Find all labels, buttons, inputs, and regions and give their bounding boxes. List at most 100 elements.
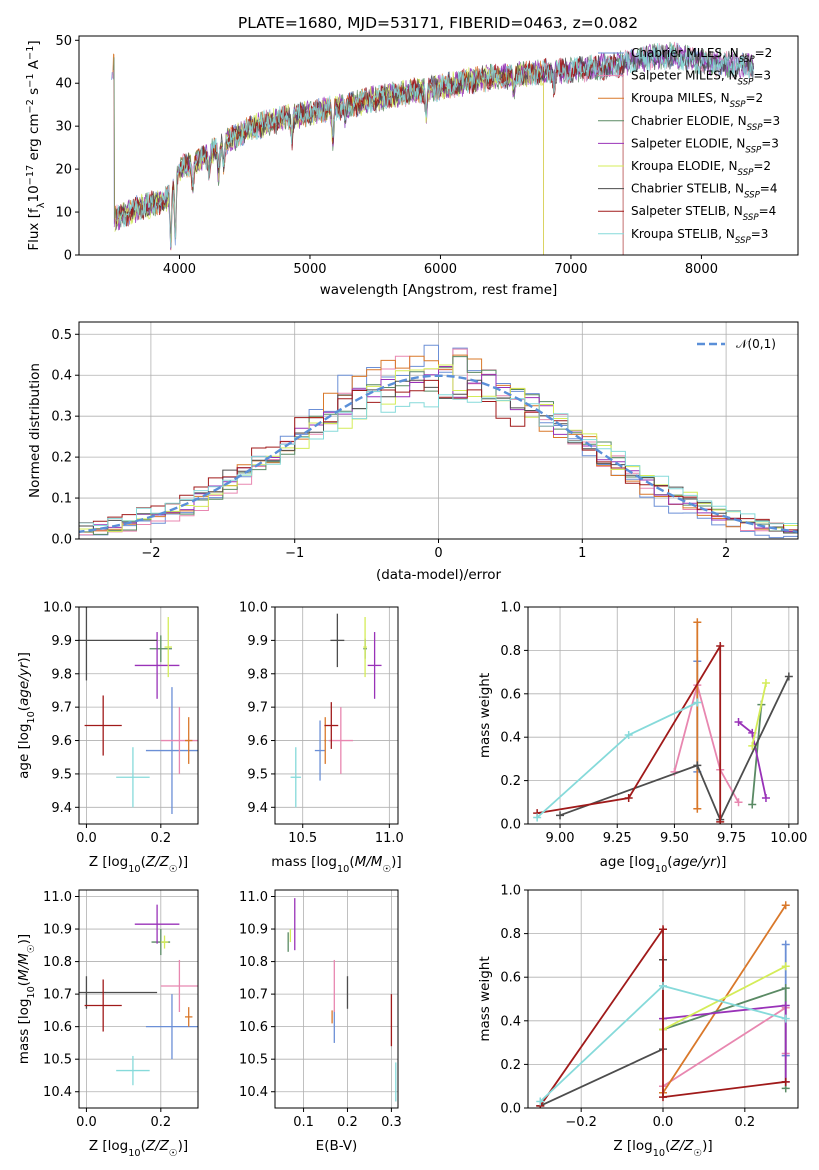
y-tick-label: 0 <box>64 249 72 264</box>
axes-weight_vs_Z: −0.2 0.0 0.2 0.0 0.2 0.4 0.6 0.8 1.0 Z [log10(Z/Z… <box>477 884 799 1159</box>
x-tick-label: 0 <box>434 546 442 561</box>
x-axis-label: Z [log10(Z/Z☉)] <box>613 1138 712 1159</box>
x-axis-label: Z [log10(Z/Z☉)] <box>89 1138 188 1159</box>
weight-marker-krou_elodie <box>781 962 790 971</box>
weight-marker-chab_stelib <box>784 672 793 681</box>
weight-marker-salp_stelib <box>624 793 633 802</box>
weight-marker-salp_elodie <box>734 718 743 727</box>
y-tick-label: 9.6 <box>247 734 268 749</box>
legend: 𝒩(0,1) <box>697 337 776 351</box>
y-axis-label: Flux [fλ10−17 erg cm−2 s−1 A−1] <box>25 40 47 250</box>
y-tick-label: 1.0 <box>500 601 521 616</box>
y-tick-label: 0.8 <box>500 644 521 659</box>
weight-line-krou_elodie <box>751 682 767 747</box>
y-tick-label: 10.4 <box>239 1085 268 1100</box>
x-tick-label: 0.0 <box>76 831 97 846</box>
axes-residuals: −2 −1 0 1 2 0.0 0.1 0.2 0.3 0.4 0.5 (data-model)/er… <box>27 321 799 583</box>
errorbar-salp_miles <box>328 707 353 774</box>
errorbar-krou_stelib <box>290 747 301 808</box>
x-tick-label: 2 <box>722 546 730 561</box>
errorbar-krou_miles <box>184 717 193 764</box>
legend-entry-salp_stelib: Salpeter STELIB, NSSP=4 <box>631 204 776 223</box>
weight-marker-chab_stelib <box>693 761 702 770</box>
weight-marker-salp_stelib <box>716 817 725 824</box>
y-tick-label: 0.1 <box>51 492 72 507</box>
y-tick-label: 10.8 <box>43 955 72 970</box>
plot-area-spectrum <box>111 41 754 255</box>
x-tick-label: −2 <box>141 546 160 561</box>
x-axis-label: wavelength [Angstrom, rest frame] <box>320 282 558 298</box>
weight-marker-krou_stelib <box>624 731 633 740</box>
x-tick-label: 0.2 <box>337 1115 358 1130</box>
figure-title: PLATE=1680, MJD=53171, FIBERID=0463, z=0… <box>238 14 638 32</box>
y-axis-label: mass weight <box>477 956 493 1041</box>
y-axis-label: mass [log10(M/M☉)] <box>16 934 37 1064</box>
spectrum-line-krou_stelib <box>116 42 754 248</box>
y-tick-label: 9.4 <box>51 801 72 816</box>
y-tick-label: 10.6 <box>239 1020 268 1035</box>
y-tick-label: 11.0 <box>43 890 72 905</box>
y-axis-label: mass weight <box>477 673 493 758</box>
y-tick-label: 10.6 <box>43 1020 72 1035</box>
errorbar-chab_stelib <box>79 976 158 1009</box>
errorbar-krou_miles <box>324 717 327 764</box>
x-tick-label: 10.00 <box>770 831 807 846</box>
weight-marker-krou_stelib <box>781 1014 790 1023</box>
weight-line-krou_miles <box>662 904 787 1094</box>
y-tick-label: 10.7 <box>43 988 72 1003</box>
plot-area-mass_vs_Z <box>79 904 198 1086</box>
weight-marker-salp_stelib <box>659 925 667 934</box>
errorbar-salp_miles <box>160 959 198 1013</box>
plot-area-mass_vs_ebv <box>287 898 397 1102</box>
y-tick-label: 50 <box>55 34 72 49</box>
weight-marker-salp_miles <box>734 798 743 807</box>
weight-line-salp_stelib <box>537 642 722 822</box>
errorbar-krou_elodie <box>164 617 172 678</box>
x-tick-label: 10.5 <box>288 831 317 846</box>
legend-entry-chab_stelib: Chabrier STELIB, NSSP=4 <box>631 182 778 201</box>
weight-marker-salp_stelib <box>781 1077 790 1086</box>
weight-marker-krou_miles <box>693 804 702 813</box>
y-tick-label: 10.5 <box>43 1053 72 1068</box>
y-tick-label: 0.0 <box>51 533 72 548</box>
legend-entry-krou_miles: Kroupa MILES, NSSP=2 <box>631 91 763 110</box>
errorbar-salp_elodie <box>134 904 180 944</box>
x-axis-label: (data-model)/error <box>376 567 502 583</box>
plot-area-age_vs_mass <box>290 613 382 808</box>
y-tick-label: 0.4 <box>51 369 72 384</box>
y-tick-label: 10.9 <box>239 923 268 938</box>
x-tick-label: 0.2 <box>150 831 171 846</box>
plot-area-age_vs_Z <box>79 607 198 814</box>
y-axis-label: age [log10(age/yr)] <box>16 652 37 779</box>
x-tick-label: 0.2 <box>150 1115 171 1130</box>
y-tick-label: 10.0 <box>239 601 268 616</box>
x-axis-label: E(B-V) <box>316 1138 358 1154</box>
y-tick-label: 0.5 <box>51 328 72 343</box>
y-tick-label: 0.2 <box>500 774 521 789</box>
weight-line-krou_elodie <box>662 965 787 1031</box>
y-tick-label: 10.9 <box>43 923 72 938</box>
x-tick-label: 8000 <box>685 262 718 277</box>
weight-marker-salp_elodie <box>781 1001 790 1010</box>
weight-line-salp_miles <box>673 681 740 803</box>
histogram-salp_elodie <box>79 366 798 535</box>
axes-mass_vs_ebv: 0.1 0.2 0.3 10.4 10.5 10.6 10.7 10.8 10.9 11.0 E(B… <box>239 889 402 1154</box>
errorbar-krou_elodie <box>363 617 367 678</box>
plot-area-weight_vs_age <box>533 618 793 824</box>
y-tick-label: 0.6 <box>500 687 521 702</box>
y-tick-label: 9.7 <box>247 701 268 716</box>
axes-age_vs_Z: 0.0 0.2 9.4 9.5 9.6 9.7 9.8 9.9 10.0 Z [log10(Z/Z… <box>16 601 199 875</box>
errorbar-chab_stelib <box>79 607 158 681</box>
weight-line-chab_stelib <box>559 676 790 822</box>
y-tick-label: 0.0 <box>500 1102 521 1117</box>
x-tick-label: 9.75 <box>717 831 746 846</box>
y-tick-label: 9.9 <box>51 634 72 649</box>
x-tick-label: 0.3 <box>381 1115 402 1130</box>
x-tick-label: 9.25 <box>603 831 632 846</box>
axes-spectrum: 4000 5000 6000 7000 8000 0 10 20 30 40 50 wavelengt… <box>25 34 799 298</box>
spectrum-line-krou_elodie <box>114 63 544 255</box>
errorbar-salp_elodie <box>367 632 382 699</box>
axes-mass_vs_Z: 0.0 0.2 10.4 10.5 10.6 10.7 10.8 10.9 11.0 Z [log… <box>16 889 199 1159</box>
axes-frame <box>78 35 799 256</box>
